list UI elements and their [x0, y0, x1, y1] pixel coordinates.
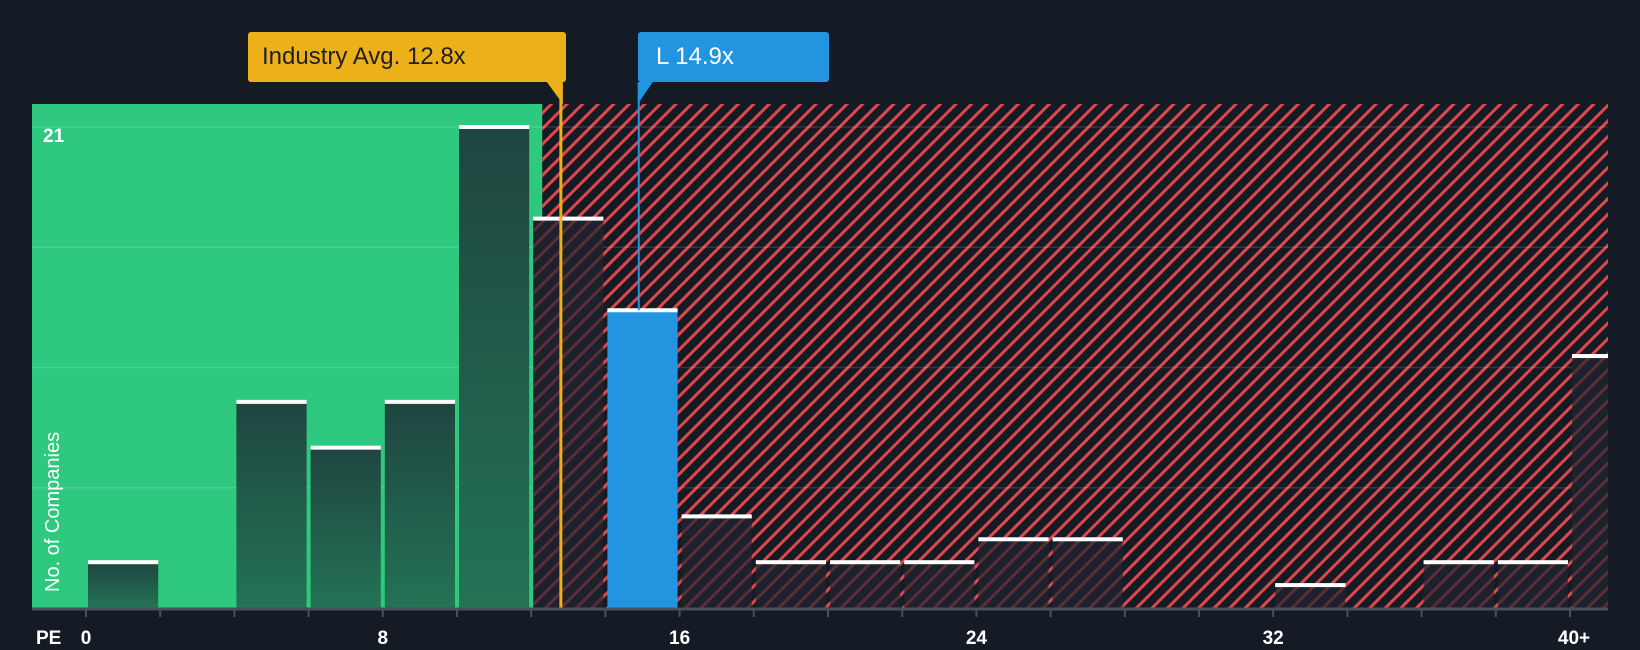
bar-cap [1423, 560, 1494, 565]
marker-lines [546, 82, 653, 608]
y-axis-title: No. of Companies [42, 431, 64, 592]
industry-average-label: Industry Avg. 12.8x [262, 43, 466, 70]
industry-average-callout: Industry Avg. 12.8x [248, 32, 566, 82]
x-tick-label: 0 [80, 628, 92, 649]
histogram-bar [755, 562, 826, 608]
histogram-bar [88, 562, 159, 608]
bar-cap [88, 560, 159, 565]
bar-cap [830, 560, 901, 565]
y-axis-max-label: 21 [43, 126, 65, 147]
histogram-bar [1052, 539, 1123, 608]
histogram-bar [904, 562, 975, 608]
histogram-bar [978, 539, 1049, 608]
x-tick-label: 8 [377, 628, 389, 649]
histogram-bar [681, 516, 752, 608]
bar-cap [1572, 354, 1608, 359]
histogram-bar [384, 401, 455, 608]
x-tick-label: 24 [965, 628, 987, 649]
bar-cap [755, 560, 826, 565]
histogram-bar [236, 401, 307, 608]
x-tick-label: 40+ [1557, 628, 1591, 649]
bar-cap [236, 399, 307, 404]
bar-cap [607, 308, 678, 313]
histogram-bar [533, 218, 604, 608]
bar-cap [1275, 583, 1346, 588]
histogram-bar [830, 562, 901, 608]
industry-callout-pointer [546, 82, 563, 104]
company-pe-label: L 14.9x [656, 43, 734, 70]
histogram-bar [459, 127, 530, 608]
histogram-bar [1423, 562, 1494, 608]
company-callout-pointer [637, 82, 653, 104]
bar-cap [1497, 560, 1568, 565]
company-pe-callout: L 14.9x [638, 32, 829, 82]
histogram-bar [1275, 585, 1346, 608]
histogram-bar [1572, 356, 1608, 608]
bar-cap [1052, 537, 1123, 542]
x-axis [32, 607, 1608, 617]
bar-cap [310, 445, 381, 450]
histogram-bar [1497, 562, 1568, 608]
bar-cap [459, 125, 530, 129]
x-axis-title: PE [36, 628, 62, 649]
bar-cap [978, 537, 1049, 542]
bar-cap [384, 399, 455, 404]
histogram-bars [88, 125, 1608, 608]
bar-cap [533, 216, 604, 221]
histogram-bar [310, 447, 381, 608]
x-tick-label: 16 [669, 628, 691, 649]
bar-cap [904, 560, 975, 565]
histogram-bar [607, 310, 678, 608]
bar-cap [681, 514, 752, 519]
x-tick-label: 32 [1262, 628, 1284, 649]
